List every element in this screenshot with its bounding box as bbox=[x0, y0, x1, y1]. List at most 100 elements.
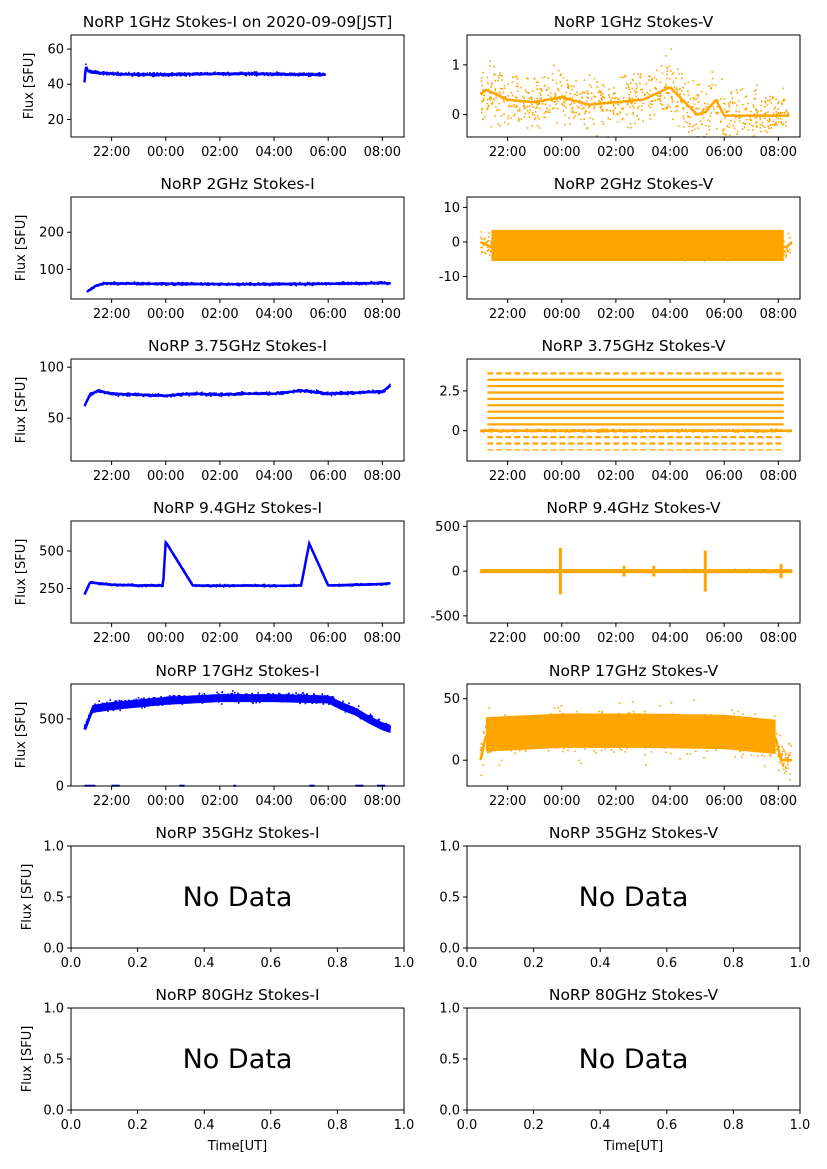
data-point bbox=[332, 391, 335, 394]
data-point bbox=[276, 72, 279, 75]
data-point bbox=[661, 72, 664, 74]
data-point bbox=[246, 392, 249, 395]
data-point bbox=[661, 107, 664, 110]
data-point bbox=[256, 283, 258, 285]
data-point bbox=[119, 283, 121, 285]
data-point bbox=[771, 124, 774, 126]
data-point bbox=[752, 104, 755, 106]
data-point bbox=[96, 72, 99, 74]
data-point bbox=[133, 281, 136, 283]
data-point bbox=[496, 109, 498, 112]
data-point bbox=[161, 394, 164, 397]
data-point bbox=[253, 283, 255, 285]
data-point bbox=[123, 73, 125, 76]
data-point bbox=[295, 284, 297, 287]
data-point bbox=[148, 281, 150, 284]
y-tick-label: 0 bbox=[452, 108, 460, 123]
data-point bbox=[280, 391, 282, 393]
data-point bbox=[227, 72, 230, 75]
data-point bbox=[778, 121, 780, 123]
data-point bbox=[378, 390, 381, 393]
data-point bbox=[486, 250, 488, 252]
data-point bbox=[696, 94, 698, 96]
data-point bbox=[498, 102, 501, 105]
data-point bbox=[502, 99, 505, 101]
data-point bbox=[279, 392, 282, 395]
data-point bbox=[256, 74, 258, 77]
data-point bbox=[286, 283, 289, 285]
data-point bbox=[676, 109, 679, 112]
data-point bbox=[277, 74, 279, 76]
data-point bbox=[321, 283, 324, 286]
data-point bbox=[748, 431, 750, 433]
data-point bbox=[721, 130, 724, 132]
data-point bbox=[147, 394, 150, 397]
data-point bbox=[263, 284, 265, 286]
data-point bbox=[237, 73, 239, 76]
x-tick-label: 22:00 bbox=[93, 145, 130, 160]
data-point bbox=[708, 125, 710, 127]
data-point bbox=[499, 124, 501, 127]
data-point bbox=[87, 70, 89, 73]
data-point bbox=[582, 91, 584, 93]
data-point bbox=[522, 95, 524, 98]
data-point bbox=[688, 125, 691, 128]
data-point bbox=[671, 97, 673, 99]
data-point bbox=[355, 282, 358, 285]
data-point bbox=[350, 283, 353, 285]
data-point bbox=[152, 75, 155, 78]
data-point bbox=[250, 392, 252, 395]
data-point bbox=[541, 103, 544, 105]
data-point bbox=[207, 284, 210, 286]
data-point bbox=[327, 391, 329, 394]
data-point bbox=[506, 100, 509, 102]
data-point bbox=[188, 73, 190, 75]
data-point bbox=[133, 72, 135, 74]
series-line bbox=[479, 86, 790, 117]
data-point bbox=[487, 249, 490, 252]
subplot-1: NoRP 1GHz Stokes-V22:00 00:00 02:00 04:00 06… bbox=[452, 13, 801, 160]
data-point bbox=[145, 282, 148, 285]
data-point bbox=[235, 392, 238, 395]
data-point bbox=[671, 100, 674, 103]
data-point bbox=[665, 77, 668, 80]
data-point bbox=[625, 113, 628, 116]
data-point bbox=[621, 117, 624, 120]
data-point bbox=[279, 284, 281, 286]
data-point bbox=[360, 391, 363, 394]
data-point bbox=[308, 283, 310, 285]
data-point bbox=[365, 282, 367, 285]
data-point bbox=[555, 93, 557, 96]
data-point bbox=[538, 103, 541, 105]
data-point bbox=[99, 72, 101, 74]
data-point bbox=[783, 250, 786, 252]
data-point bbox=[190, 72, 193, 75]
data-point bbox=[296, 389, 299, 391]
data-point bbox=[342, 282, 345, 285]
data-point bbox=[121, 394, 124, 396]
data-point bbox=[764, 129, 767, 132]
data-point bbox=[160, 73, 163, 75]
data-point bbox=[300, 283, 302, 286]
data-point bbox=[210, 72, 213, 75]
data-point bbox=[609, 101, 611, 103]
data-point bbox=[631, 97, 633, 100]
data-point bbox=[287, 282, 290, 285]
data-point bbox=[372, 282, 375, 284]
data-point bbox=[523, 104, 525, 107]
data-point bbox=[556, 122, 558, 124]
x-tick-label: 02:00 bbox=[597, 145, 634, 160]
data-point bbox=[272, 74, 274, 77]
data-point bbox=[148, 283, 150, 286]
data-point bbox=[513, 106, 516, 108]
data-point bbox=[283, 72, 285, 75]
data-point bbox=[507, 123, 510, 125]
data-point bbox=[654, 99, 656, 102]
data-point bbox=[772, 112, 775, 115]
data-point bbox=[781, 115, 783, 117]
data-point bbox=[146, 394, 148, 396]
data-point bbox=[491, 83, 493, 86]
data-point bbox=[580, 104, 583, 107]
data-point bbox=[547, 77, 550, 79]
data-point bbox=[106, 392, 109, 394]
